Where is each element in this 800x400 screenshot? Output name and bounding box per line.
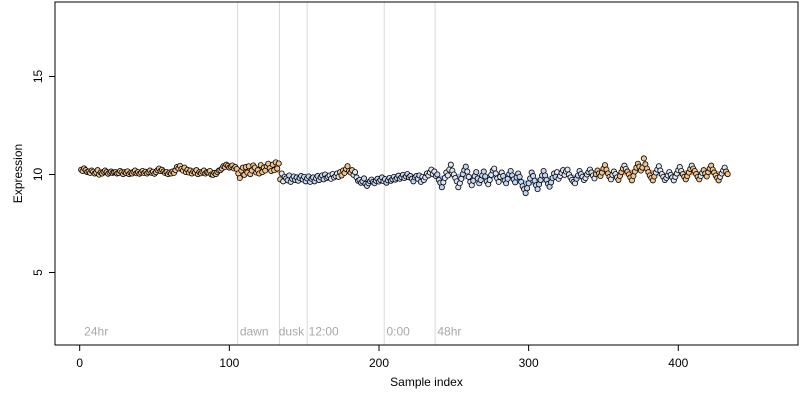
data-point	[465, 173, 472, 180]
phase-label: dawn	[240, 324, 269, 338]
data-point	[516, 173, 523, 180]
data-points	[78, 155, 731, 197]
phase-label: 48hr	[437, 324, 461, 338]
data-point	[434, 171, 441, 178]
phase-label: 12:00	[309, 324, 339, 338]
x-axis-label: Sample index	[390, 375, 463, 389]
data-point	[462, 163, 469, 170]
data-point	[236, 175, 243, 182]
x-tick-label: 200	[369, 356, 389, 370]
data-point	[640, 155, 647, 162]
data-point	[724, 171, 731, 178]
data-point	[464, 168, 471, 175]
x-tick-label: 300	[519, 356, 539, 370]
data-point	[492, 170, 499, 177]
data-point	[512, 179, 519, 186]
data-point	[447, 161, 454, 168]
x-axis: 0 100 200 300 400	[76, 345, 689, 370]
phase-label: 24hr	[84, 324, 108, 338]
y-axis: 5 10 15	[31, 69, 55, 276]
x-tick-label: 400	[668, 356, 688, 370]
data-point	[534, 186, 541, 193]
y-tick-label: 10	[31, 167, 45, 181]
data-point	[473, 169, 480, 176]
data-point	[352, 169, 359, 176]
data-point	[482, 173, 489, 180]
data-point	[524, 185, 531, 192]
data-point	[522, 190, 529, 197]
phase-label: dusk	[279, 324, 305, 338]
y-tick-label: 5	[31, 269, 45, 276]
data-point	[564, 166, 571, 173]
data-point	[525, 180, 532, 187]
x-tick-label: 0	[76, 356, 83, 370]
data-point	[486, 176, 493, 183]
data-point	[274, 165, 281, 172]
data-point	[275, 160, 282, 167]
phase-labels: 24hr dawn dusk 12:00 0:00 48hr	[84, 324, 461, 338]
data-point	[361, 175, 368, 182]
data-point	[495, 178, 502, 185]
phase-label: 0:00	[386, 324, 410, 338]
x-tick-label: 100	[219, 356, 239, 370]
data-point	[444, 172, 451, 179]
plot-frame	[54, 1, 799, 346]
data-point	[438, 184, 445, 191]
data-point	[480, 168, 487, 175]
data-point	[491, 165, 498, 172]
y-tick-label: 15	[31, 69, 45, 83]
y-axis-label: Expression	[11, 144, 25, 203]
